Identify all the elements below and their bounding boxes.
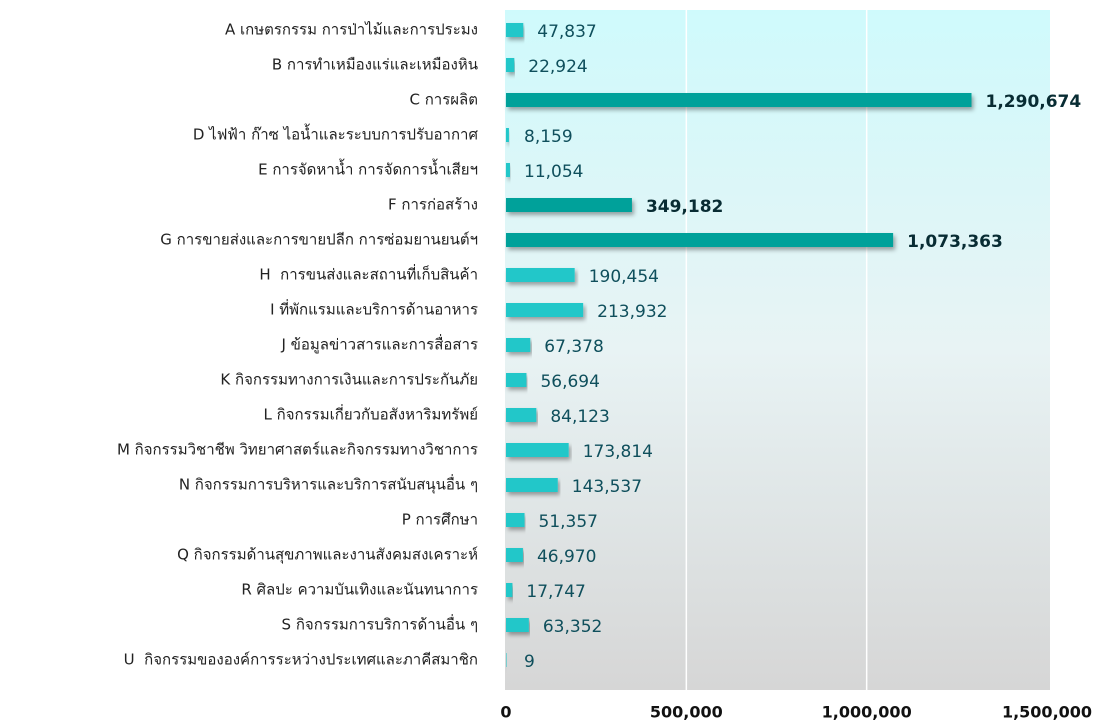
bar xyxy=(506,373,527,387)
data-label: 47,837 xyxy=(537,22,596,42)
bar xyxy=(506,23,524,37)
data-label: 63,352 xyxy=(543,617,602,637)
x-tick-label: 1,500,000 xyxy=(1002,703,1092,722)
category-label: A เกษตรกรรม การป่าไม้และการประมง xyxy=(225,21,478,39)
data-label: 1,290,674 xyxy=(986,92,1082,112)
bar xyxy=(506,443,569,457)
category-label: E การจัดหาน้ำ การจัดการน้ำเสียฯ xyxy=(258,159,478,179)
plot-background xyxy=(505,10,1050,690)
bar xyxy=(506,93,972,107)
category-label: K กิจกรรมทางการเงินและการประกันภัย xyxy=(220,371,478,389)
data-label: 11,054 xyxy=(524,162,583,182)
bar xyxy=(506,128,509,142)
x-tick-label: 500,000 xyxy=(650,703,723,722)
data-label: 46,970 xyxy=(537,547,596,567)
data-label: 51,357 xyxy=(539,512,598,532)
data-label: 213,932 xyxy=(597,302,667,322)
data-label: 349,182 xyxy=(646,197,723,217)
bar xyxy=(506,618,529,632)
bar xyxy=(506,653,507,667)
category-label: S กิจกรรมการบริการด้านอื่น ๆ xyxy=(282,614,478,634)
bar xyxy=(506,198,632,212)
category-label: I ที่พักแรมและบริการด้านอาหาร xyxy=(270,299,478,319)
bar xyxy=(506,58,515,72)
data-label: 143,537 xyxy=(572,477,642,497)
category-label: H การขนส่งและสถานที่เก็บสินค้า xyxy=(259,264,478,284)
data-label: 9 xyxy=(524,652,535,672)
x-tick-label: 0 xyxy=(500,703,511,722)
category-label: U กิจกรรมขององค์การระหว่างประเทศและภาคีส… xyxy=(124,651,478,669)
bar xyxy=(506,408,537,422)
data-label: 1,073,363 xyxy=(907,232,1003,252)
bar xyxy=(506,163,510,177)
data-label: 22,924 xyxy=(528,57,587,77)
category-label: R ศิลปะ ความบันเทิงและนันทนาการ xyxy=(241,581,478,599)
category-label: B การทำเหมืองแร่และเหมืองหิน xyxy=(272,56,478,74)
bar xyxy=(506,478,558,492)
category-label: C การผลิต xyxy=(409,91,478,109)
category-label: F การก่อสร้าง xyxy=(388,196,478,214)
data-label: 84,123 xyxy=(550,407,609,427)
bar xyxy=(506,338,531,352)
bar xyxy=(506,548,523,562)
bar xyxy=(506,303,584,317)
x-tick-label: 1,000,000 xyxy=(822,703,912,722)
category-label: J ข้อมูลข่าวสารและการสื่อสาร xyxy=(280,334,478,354)
data-label: 17,747 xyxy=(526,582,585,602)
data-label: 8,159 xyxy=(524,127,573,147)
data-label: 173,814 xyxy=(583,442,653,462)
category-label: N กิจกรรมการบริหารและบริการสนับสนุนอื่น … xyxy=(179,474,478,495)
category-label: Q กิจกรรมด้านสุขภาพและงานสังคมสงเคราะห์ xyxy=(177,546,478,565)
category-label: L กิจกรรมเกี่ยวกับอสังหาริมทรัพย์ xyxy=(264,404,478,424)
data-label: 67,378 xyxy=(544,337,603,357)
category-label: P การศึกษา xyxy=(402,511,478,529)
bar xyxy=(506,513,525,527)
data-label: 190,454 xyxy=(589,267,659,287)
bar xyxy=(506,268,575,282)
data-label: 56,694 xyxy=(540,372,599,392)
category-label: D ไฟฟ้า ก๊าซ ไอน้ำและระบบการปรับอากาศ xyxy=(193,124,479,144)
category-label: G การขายส่งและการขายปลีก การซ่อมยานยนต์ฯ xyxy=(160,231,478,249)
category-label: M กิจกรรมวิชาชีพ วิทยาศาสตร์และกิจกรรมทา… xyxy=(117,441,478,459)
bar xyxy=(506,233,894,247)
bar xyxy=(506,583,513,597)
